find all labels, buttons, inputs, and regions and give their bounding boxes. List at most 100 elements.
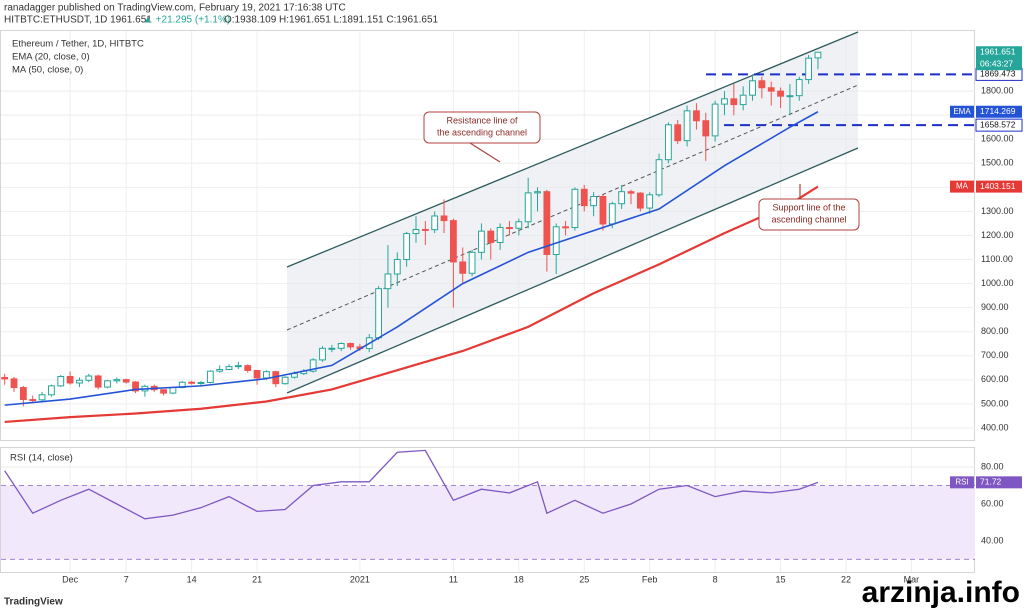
level-label: 1869.473 [980, 69, 1016, 79]
candle-body [543, 191, 551, 255]
candle-body [805, 57, 813, 81]
chart-title: Ethereum / Tether, 1D, HITBTC [12, 39, 144, 50]
y-tick-label: 40.00 [981, 535, 1004, 545]
x-tick-label: 11 [449, 574, 458, 584]
change: ▲ +21.295 (+1.1%) [143, 15, 230, 26]
candle-body [664, 124, 672, 161]
candle-body [449, 220, 457, 263]
y-tick-label: 1000.00 [981, 278, 1014, 288]
candle-body [608, 203, 616, 225]
candle-body [524, 192, 532, 223]
candle-body [421, 228, 429, 231]
candle-body [94, 375, 102, 388]
candle-body [234, 365, 242, 368]
candle-body [646, 194, 654, 209]
candle-body [777, 90, 784, 97]
tag-name-box [950, 105, 974, 118]
rsi-band [1, 485, 975, 560]
x-tick-label: Feb [642, 574, 658, 584]
candle-body [19, 387, 27, 401]
watermark: arzinja.info [862, 576, 1020, 609]
resistance-line [286, 31, 859, 268]
candle-body [506, 227, 513, 230]
x-tick-label: 7 [124, 574, 129, 584]
overlay-value: 1403.151 [980, 181, 1016, 191]
candle-body [132, 381, 139, 392]
candle-body [1, 376, 9, 380]
candle-body [48, 385, 55, 396]
callout-arrow [469, 142, 501, 163]
level-label: 1658.572 [980, 119, 1016, 129]
candle-body [487, 230, 495, 243]
price-tag [976, 105, 1022, 118]
candle-body [206, 370, 214, 383]
candle-body [104, 380, 111, 388]
x-tick-label: 15 [776, 574, 786, 584]
last-price: 1961.651 [980, 46, 1016, 56]
y-tick-label: 400.00 [981, 422, 1009, 432]
y-tick-label: 1500.00 [981, 158, 1014, 168]
legend-entry: EMA (20, close, 0) [12, 52, 90, 63]
y-tick-label: 800.00 [981, 326, 1009, 336]
candle-body [786, 95, 794, 98]
candle-body [562, 226, 569, 229]
candle-body [655, 159, 663, 196]
candle-body [674, 124, 682, 142]
logo: TradingView [4, 597, 63, 608]
candle-body [281, 376, 289, 385]
rsi-line [4, 449, 819, 520]
tag-name-box [950, 476, 974, 489]
candle-body [393, 259, 401, 275]
price-tag [976, 476, 1022, 489]
price-tag [976, 46, 1022, 71]
annotation: the ascending channel [437, 127, 527, 137]
x-tick-label: 14 [187, 574, 197, 584]
annotation: Support line of the [772, 202, 845, 212]
legend-entry: MA (50, close, 0) [12, 65, 83, 76]
candle-body [403, 233, 411, 261]
candle-body [721, 98, 728, 105]
candle-body [169, 387, 177, 394]
candle-body [337, 343, 345, 349]
candle-body [627, 191, 635, 194]
candle-body [683, 110, 691, 142]
candle-body [328, 347, 336, 350]
candle-body [459, 261, 467, 274]
candle-body [758, 80, 766, 89]
x-tick-label: 25 [579, 574, 589, 584]
candle-body [636, 192, 644, 209]
callout [423, 111, 541, 144]
level-tag [975, 118, 1023, 132]
x-tick-label: 2021 [350, 574, 370, 584]
candle-body [552, 226, 560, 255]
candle-body [571, 188, 579, 229]
candle-body [468, 251, 476, 274]
tag-name-box [950, 180, 974, 193]
price-tag [976, 180, 1022, 193]
x-tick-label: Dec [62, 574, 79, 584]
candle-body [347, 343, 354, 348]
x-tick-label: 21 [252, 574, 262, 584]
candle-body [739, 94, 747, 106]
y-tick-label: 1100.00 [981, 254, 1013, 264]
candle-body [10, 378, 18, 389]
candle-body [767, 87, 775, 92]
candle-body [515, 221, 523, 229]
y-tick-label: 1300.00 [981, 206, 1014, 216]
candle-body [122, 379, 130, 383]
y-tick-label: 600.00 [981, 374, 1009, 384]
y-tick-label: 1800.00 [981, 85, 1014, 95]
overlay-value: 1714.269 [980, 106, 1016, 116]
y-tick-label: 900.00 [981, 302, 1009, 312]
candle-body [76, 379, 83, 384]
candle-body [795, 79, 803, 97]
candle-body [599, 196, 607, 225]
ohlc: O:1938.109 H:1961.651 L:1891.151 C:1961.… [224, 15, 439, 26]
candle-body [693, 110, 700, 122]
annotation: Resistance line of [446, 115, 518, 125]
candle-body [814, 51, 822, 59]
candle-body [113, 379, 121, 382]
y-tick-label: 1200.00 [981, 230, 1014, 240]
tag-name: RSI [955, 477, 968, 486]
annotation: ascending channel [771, 214, 846, 224]
